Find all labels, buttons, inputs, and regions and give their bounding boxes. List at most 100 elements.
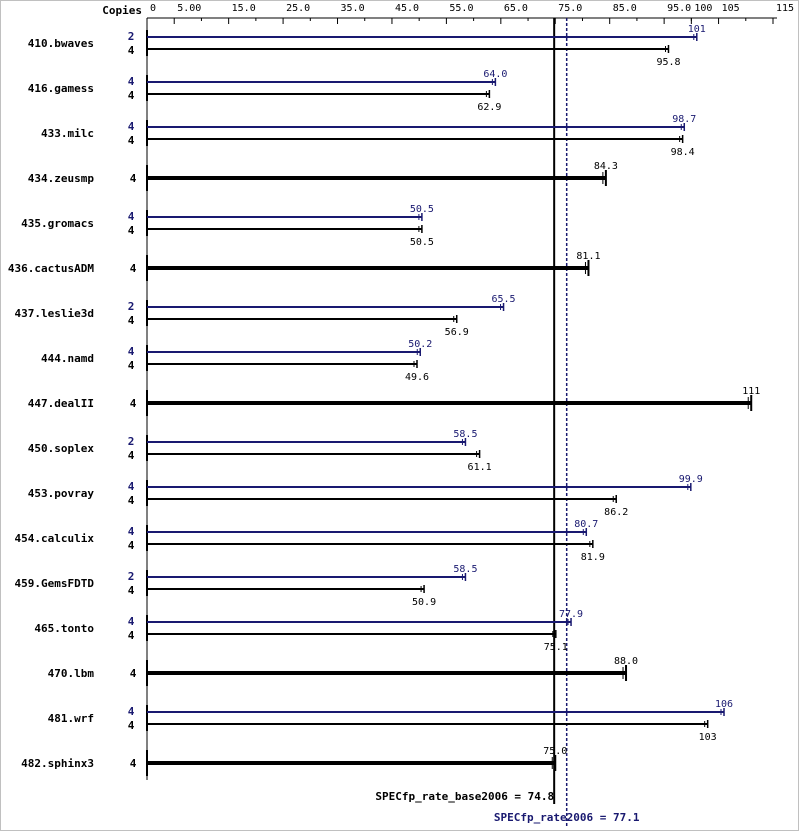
copies-label: 4 (130, 757, 137, 770)
benchmark-row: 465.tonto 44 77.9 75.1 (34, 609, 583, 653)
value-label-base: 62.9 (477, 102, 501, 113)
copies-label: 4 (130, 262, 137, 275)
copies-label-base: 4 (128, 719, 135, 732)
value-label-base: 95.8 (656, 57, 680, 68)
benchmark-row: 435.gromacs 44 50.5 50.5 (21, 204, 434, 248)
copies-label-peak: 2 (128, 570, 135, 583)
benchmark-name: 434.zeusmp (28, 172, 95, 185)
value-label: 111 (742, 386, 760, 397)
value-label-peak: 77.9 (559, 609, 583, 620)
value-label-peak: 50.5 (410, 204, 434, 215)
copies-label-base: 4 (128, 539, 135, 552)
benchmark-rows: 410.bwaves2410195.8416.gamess4464.062.94… (8, 24, 760, 776)
value-label-peak: 58.5 (453, 564, 477, 575)
benchmark-row: 436.cactusADM 4 81.1 (8, 251, 601, 281)
copies-label: 4 (130, 172, 137, 185)
benchmark-name: 453.povray (28, 487, 95, 500)
value-label-base: 86.2 (604, 507, 628, 518)
benchmark-row: 434.zeusmp 4 84.3 (28, 161, 618, 191)
copies-label-peak: 4 (128, 525, 135, 538)
copies-label-base: 4 (128, 494, 135, 507)
x-ticks: 0 5.00 15.0 25.0 35.0 45.0 55.0 65.0 75.0 85.0 95.… (146, 3, 794, 24)
value-label-base: 61.1 (468, 462, 492, 473)
copies-label-peak: 4 (128, 705, 135, 718)
value-label-peak: 101 (688, 24, 706, 35)
benchmark-name: 454.calculix (15, 532, 95, 545)
copies-label-peak: 4 (128, 480, 135, 493)
copies-label-peak: 2 (128, 300, 135, 313)
benchmark-name: 459.GemsFDTD (15, 577, 95, 590)
x-tick-label: 0 (150, 3, 156, 14)
copies-header: Copies (102, 4, 142, 17)
copies-label-peak: 2 (128, 435, 135, 448)
value-label: 84.3 (594, 161, 618, 172)
value-label-peak: 64.0 (483, 69, 507, 80)
x-tick-label: 95.0 (667, 3, 691, 14)
value-label-peak: 65.5 (492, 294, 516, 305)
base-reference-label: SPECfp_rate_base2006 = 74.8 (375, 790, 554, 803)
value-label-base: 50.9 (412, 597, 436, 608)
copies-label-peak: 4 (128, 615, 135, 628)
value-label-peak: 106 (715, 699, 733, 710)
benchmark-row: 459.GemsFDTD 24 58.5 50.9 (15, 564, 478, 608)
copies-label-base: 4 (128, 224, 135, 237)
value-label: 75.0 (543, 746, 567, 757)
value-label-base: 50.5 (410, 237, 434, 248)
benchmark-row: 482.sphinx3 4 75.0 (21, 746, 567, 776)
value-label-base: 103 (699, 732, 717, 743)
value-label-peak: 99.9 (679, 474, 703, 485)
benchmark-name: 435.gromacs (21, 217, 94, 230)
peak-reference-label: SPECfp_rate2006 = 77.1 (494, 811, 640, 824)
value-label-base: 49.6 (405, 372, 429, 383)
benchmark-name: 482.sphinx3 (21, 757, 94, 770)
benchmark-name: 465.tonto (34, 622, 94, 635)
copies-label: 4 (130, 397, 137, 410)
benchmark-row: 447.dealII 4 111 (28, 386, 760, 416)
copies-label-peak: 4 (128, 120, 135, 133)
benchmark-name: 450.soplex (28, 442, 95, 455)
x-tick-label: 100 (694, 3, 712, 14)
benchmark-row: 470.lbm 4 88.0 (48, 656, 638, 686)
copies-label-base: 4 (128, 629, 135, 642)
benchmark-name: 481.wrf (48, 712, 94, 725)
benchmark-row: 433.milc 44 98.7 98.4 (41, 114, 696, 158)
benchmark-name: 410.bwaves (28, 37, 94, 50)
copies-label-peak: 4 (128, 210, 135, 223)
value-label-base: 81.9 (581, 552, 605, 563)
x-tick-label: 15.0 (232, 3, 256, 14)
benchmark-row: 416.gamess 44 64.0 62.9 (28, 69, 508, 113)
benchmark-row: 410.bwaves 24 101 95.8 (28, 24, 706, 68)
benchmark-name: 437.leslie3d (15, 307, 94, 320)
value-label-peak: 98.7 (672, 114, 696, 125)
value-label: 88.0 (614, 656, 638, 667)
copies-label-base: 4 (128, 449, 135, 462)
benchmark-name: 416.gamess (28, 82, 94, 95)
value-label: 81.1 (576, 251, 600, 262)
x-tick-label: 75.0 (558, 3, 582, 14)
benchmark-name: 447.dealII (28, 397, 94, 410)
x-tick-label: 45.0 (395, 3, 419, 14)
benchmark-row: 450.soplex 24 58.5 61.1 (28, 429, 492, 473)
x-tick-label: 85.0 (613, 3, 637, 14)
benchmark-row: 453.povray 44 99.9 86.2 (28, 474, 703, 518)
value-label-peak: 50.2 (408, 339, 432, 350)
benchmark-name: 436.cactusADM (8, 262, 94, 275)
value-label-base: 56.9 (445, 327, 469, 338)
benchmark-name: 470.lbm (48, 667, 95, 680)
copies-label-base: 4 (128, 359, 135, 372)
copies-label: 4 (130, 667, 137, 680)
benchmark-row: 437.leslie3d 24 65.5 56.9 (15, 294, 516, 338)
copies-label-peak: 4 (128, 345, 135, 358)
benchmark-row: 444.namd 44 50.2 49.6 (41, 339, 432, 383)
benchmark-row: 454.calculix 44 80.7 81.9 (15, 519, 605, 563)
copies-label-peak: 4 (128, 75, 135, 88)
value-label-base: 75.1 (544, 642, 568, 653)
benchmark-name: 433.milc (41, 127, 94, 140)
benchmark-name: 444.namd (41, 352, 94, 365)
x-tick-label: 35.0 (341, 3, 365, 14)
copies-label-base: 4 (128, 89, 135, 102)
copies-label-base: 4 (128, 44, 135, 57)
x-tick-label: 105 (722, 3, 740, 14)
value-label-base: 98.4 (671, 147, 695, 158)
